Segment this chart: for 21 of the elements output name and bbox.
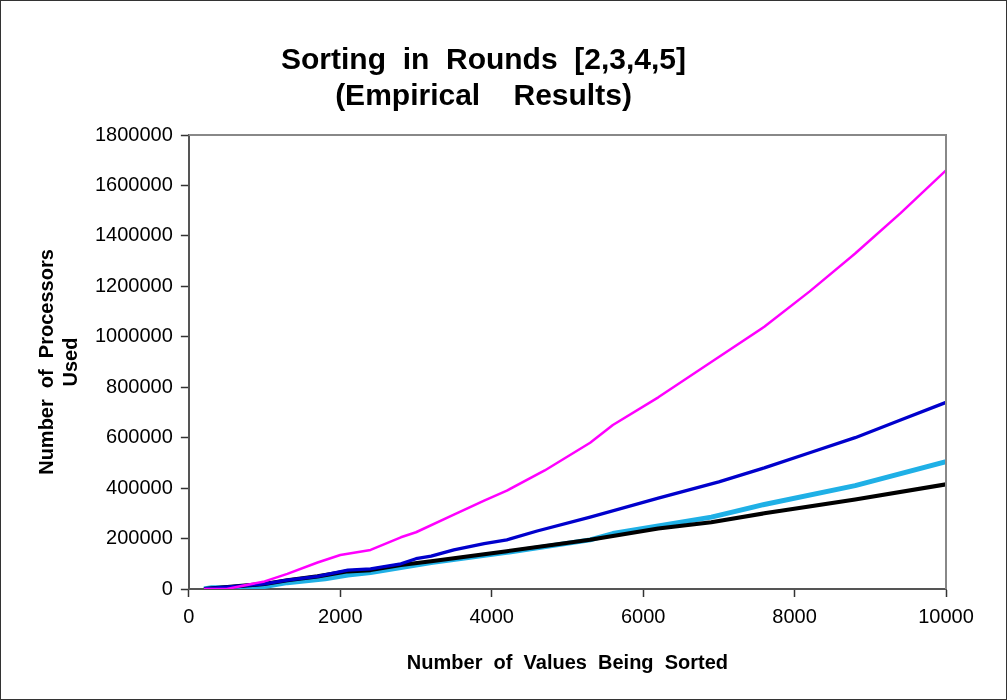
y-tick-label: 200000 <box>106 526 173 549</box>
x-tick-label: 10000 <box>918 604 974 627</box>
x-tick-label: 0 <box>183 604 195 627</box>
x-axis-title: Number of Values Being Sorted <box>406 650 729 673</box>
y-tick-label: 0 <box>161 576 173 599</box>
y-tick-label: 1200000 <box>94 273 173 296</box>
text: Sorting in Rounds [2,3,4,5] <box>280 42 687 76</box>
text: Number of Processors <box>34 249 57 475</box>
x-tick-label: 2000 <box>318 604 363 627</box>
y-tick-label: 1000000 <box>94 324 173 347</box>
y-tick-label: 600000 <box>106 425 173 448</box>
y-tick-label: 1800000 <box>94 122 173 145</box>
x-tick-label: 4000 <box>469 604 514 627</box>
text: (Empirical Results) <box>335 78 632 112</box>
y-tick-label: 800000 <box>106 374 173 397</box>
y-tick-label: 400000 <box>106 475 173 498</box>
x-tick-label: 8000 <box>772 604 817 627</box>
text: Used <box>58 337 81 387</box>
y-tick-label: 1600000 <box>94 172 173 195</box>
x-tick-label: 6000 <box>620 604 666 627</box>
y-tick-label: 1400000 <box>94 223 173 246</box>
